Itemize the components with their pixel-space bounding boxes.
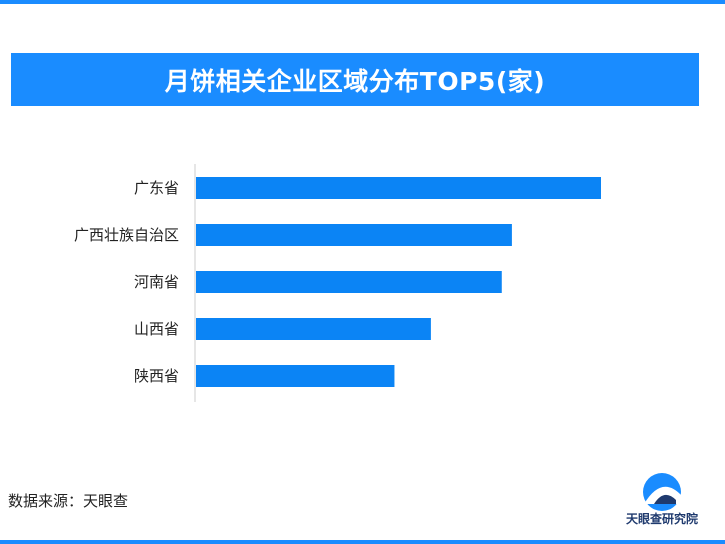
logo: 天眼查研究院 [620,470,704,530]
category-label-3: 山西省 [134,320,179,338]
category-label-1: 广西壮族自治区 [74,226,179,244]
bar-0 [196,177,601,199]
category-label-0: 广东省 [134,179,179,197]
logo-text: 天眼查研究院 [625,512,698,526]
bars-group [196,177,601,387]
bottom-border [0,540,725,544]
bar-1 [196,224,512,246]
title-banner: 月饼相关企业区域分布TOP5(家) [11,53,699,106]
bar-4 [196,365,395,387]
category-label-4: 陕西省 [134,367,179,385]
logo-mark-icon [643,473,682,511]
category-label-2: 河南省 [134,273,179,291]
bar-3 [196,318,431,340]
bar-2 [196,271,502,293]
chart-title: 月饼相关企业区域分布TOP5(家) [164,66,546,96]
top-border [0,0,725,4]
data-source-note: 数据来源：天眼查 [8,492,129,510]
